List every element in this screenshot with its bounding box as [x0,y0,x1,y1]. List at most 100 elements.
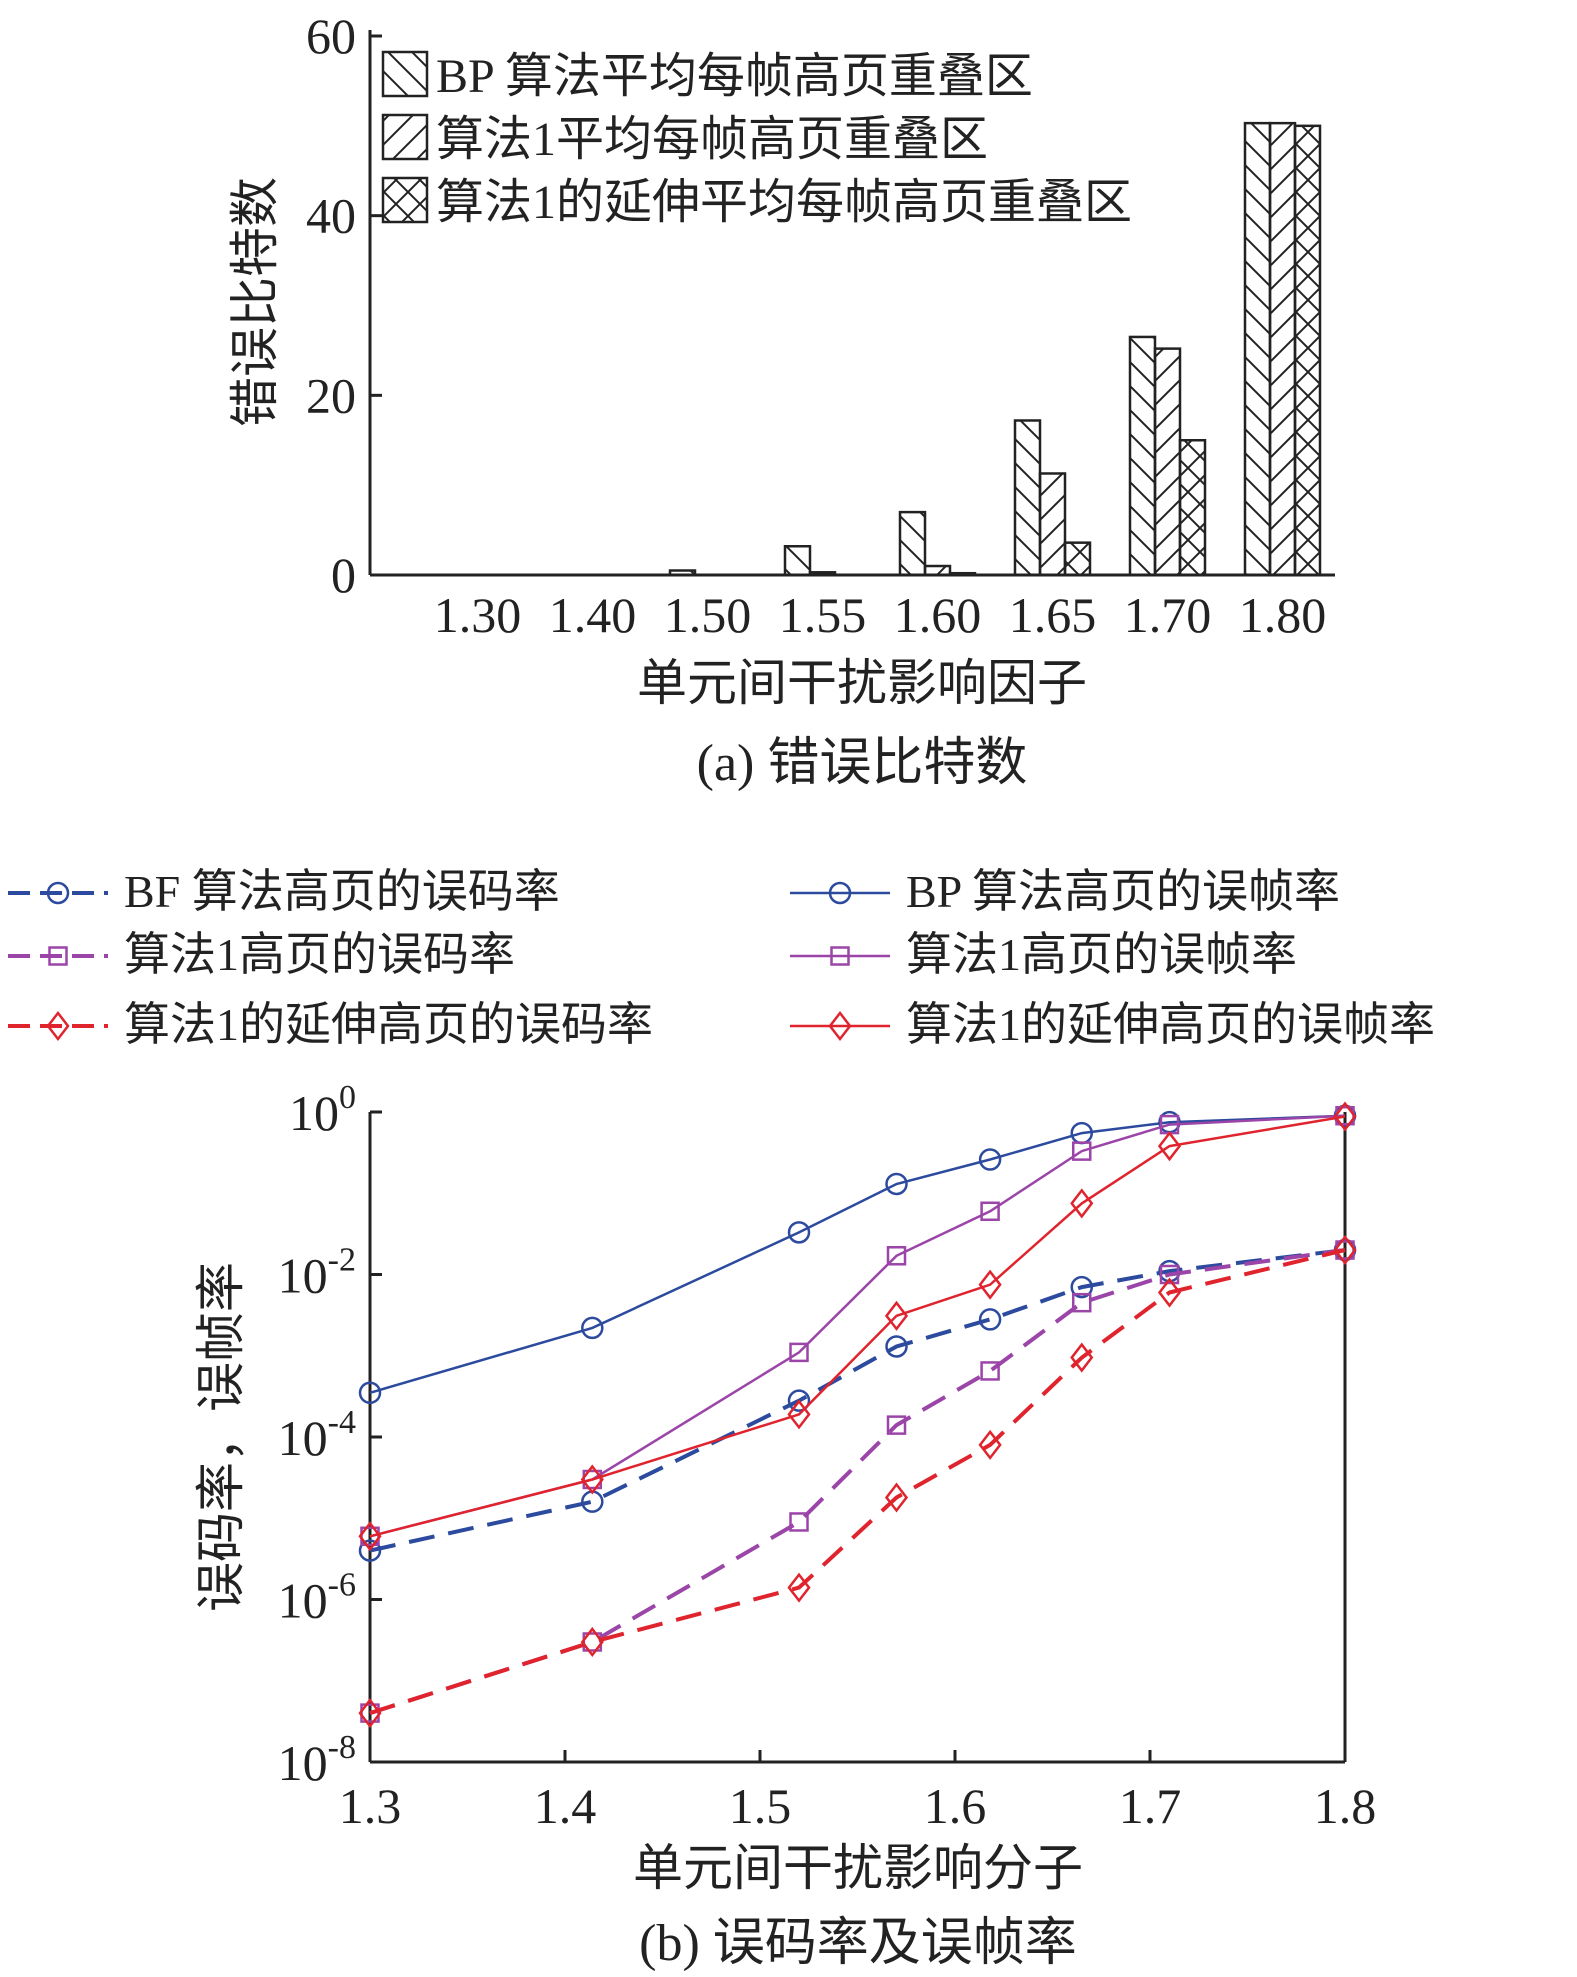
legend-label: 算法1的延伸平均每帧高页重叠区 [436,176,1132,229]
data-point-diamond [884,1482,909,1513]
legend-swatch [381,113,429,161]
bar-diag-fwd [923,564,952,577]
data-point-square [1072,1292,1092,1313]
x-tick-label: 1.55 [779,587,867,643]
data-point-circle [787,1389,811,1412]
series-group [358,1238,1357,1562]
data-point-square [1072,1141,1092,1161]
data-point-diamond [580,1626,604,1658]
y-tick-label: 10-8 [278,1729,356,1791]
data-point-diamond [978,1269,1002,1300]
data-point-circle [885,1172,908,1196]
x-tick-label: 1.8 [1314,1778,1377,1834]
bar-cross [948,571,977,577]
x-axis-title: 单元间干扰影响分子 [633,1840,1083,1896]
data-point-diamond [978,1429,1002,1460]
series-line [369,1114,1346,1538]
legend-swatch [381,50,429,98]
legend-swatch [381,176,429,224]
bar-diag-fwd [1038,472,1067,577]
data-point-circle [1070,1275,1093,1299]
bar-diag-back [783,545,812,577]
x-tick-label: 1.3 [339,1778,402,1834]
data-point-diamond [358,1698,382,1729]
x-tick-label: 1.5 [729,1778,792,1834]
bar-diag-back [668,569,697,577]
data-point-diamond [1070,1342,1094,1373]
x-tick-label: 1.40 [549,587,637,643]
bar-diag-back [1128,335,1157,577]
bar-cross [1063,541,1092,577]
y-tick-label: 10-4 [278,1404,356,1466]
series-line [369,1248,1346,1553]
legend-label: 算法1高页的误帧率 [906,929,1297,980]
data-point-diamond [580,1464,604,1495]
bar-chart-panel: 0 20 40 60 1.30 1.40 1.50 1.55 1.60 1.65 1.70 1.80… [227,8,1335,792]
legend-marker [830,946,850,966]
legend-label: BP 算法平均每帧高页重叠区 [436,50,1033,103]
y-tick-label: 10-2 [278,1242,356,1304]
legend-marker [46,1010,70,1042]
data-point-circle [358,1539,382,1562]
y-tick-label: 10-6 [278,1567,356,1629]
y-tick-label: 0 [331,547,356,603]
bar-diag-fwd [1153,347,1182,577]
data-point-diamond [1157,1277,1182,1308]
bar-cross [1178,439,1207,577]
series-group [360,1105,1355,1547]
y-tick-label: 40 [306,188,356,244]
data-point-diamond [1070,1188,1094,1219]
data-point-diamond [787,1399,811,1430]
legend-label: 算法1的延伸高页的误码率 [124,999,653,1050]
data-point-square [789,1342,809,1363]
data-point-square [980,1201,1000,1222]
data-point-square [1159,1264,1180,1285]
data-point-circle [978,1148,1002,1171]
data-point-diamond [884,1300,909,1331]
legend-marker [48,946,68,966]
x-axis-title: 单元间干扰影响因子 [637,655,1087,711]
data-point-square [886,1246,907,1266]
caption-b: (b) 误码率及误帧率 [639,1915,1077,1972]
data-point-diamond [787,1572,811,1603]
y-tick-label: 60 [306,8,356,64]
x-tick-label: 1.65 [1009,587,1097,643]
legend-label: BP 算法高页的误帧率 [906,866,1340,917]
x-tick-label: 1.80 [1239,587,1327,643]
data-point-diamond [1333,1101,1357,1132]
bar-cross [1293,124,1322,577]
y-tick-label: 100 [289,1079,356,1141]
x-tick-label: 1.70 [1124,587,1212,643]
x-tick-label: 1.6 [924,1778,987,1834]
x-tick-label: 1.7 [1119,1778,1182,1834]
data-point-square [789,1512,809,1532]
x-tick-label: 1.50 [664,587,752,643]
series-group [358,1104,1357,1405]
data-point-square [886,1415,907,1435]
data-point-circle [581,1316,604,1340]
bar-diag-fwd [808,571,837,577]
data-point-square [980,1361,1000,1381]
bar-diag-back [1243,121,1272,577]
x-tick-label: 1.4 [534,1778,597,1834]
series-group [358,1234,1357,1729]
y-tick-label: 20 [306,367,356,423]
x-tick-label: 1.60 [894,587,982,643]
bar-diag-back [1013,419,1042,577]
data-point-circle [978,1308,1002,1331]
data-point-circle [885,1335,908,1358]
legend-marker [828,881,852,905]
data-point-diamond [358,1521,382,1552]
data-point-diamond [1157,1131,1182,1162]
series-group [360,1240,1355,1723]
y-axis-title: 错误比特数 [227,177,283,427]
data-point-circle [358,1381,382,1405]
legend-label: 算法1高页的误码率 [124,929,515,980]
data-point-circle [787,1221,811,1244]
series-line [369,1114,1346,1394]
series-line [369,1248,1346,1716]
series-line [369,1115,1346,1538]
legend-label: 算法1平均每帧高页重叠区 [436,113,988,166]
bar-diag-fwd [1268,121,1297,577]
